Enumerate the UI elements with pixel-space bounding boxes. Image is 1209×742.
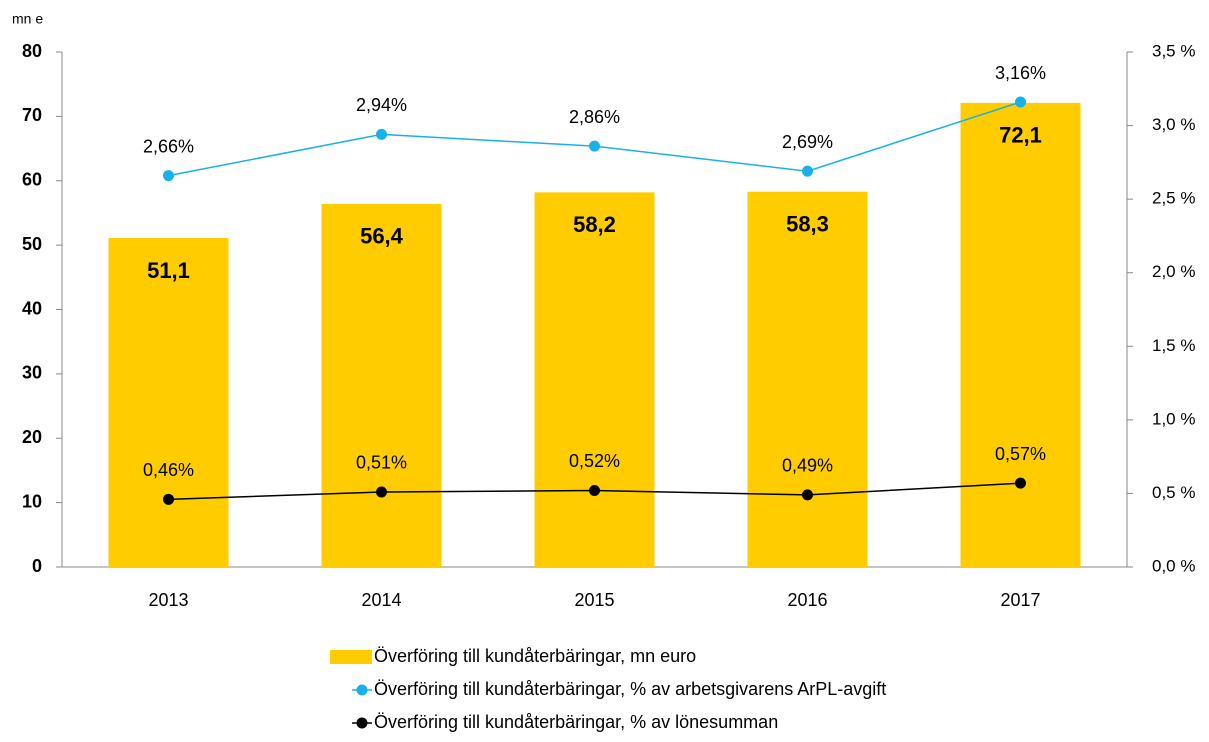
bar xyxy=(534,192,655,567)
legend-swatch xyxy=(356,717,368,729)
legend-swatch xyxy=(356,684,368,696)
legend-label: Överföring till kundåterbäringar, % av l… xyxy=(374,712,778,732)
line-point xyxy=(163,493,174,505)
bar xyxy=(960,102,1081,567)
line-point xyxy=(589,140,600,152)
line-point xyxy=(1015,96,1026,108)
line-point xyxy=(1015,477,1026,489)
y2-tick-label: 2,5 % xyxy=(1152,189,1195,208)
y2-tick-label: 3,5 % xyxy=(1152,41,1195,60)
line-value-label: 3,16% xyxy=(995,63,1046,83)
bar-value-label: 58,3 xyxy=(786,212,829,237)
y-tick-label: 10 xyxy=(22,491,42,511)
y2-tick-label: 2,0 % xyxy=(1152,262,1195,281)
y2-tick-label: 3,0 % xyxy=(1152,115,1195,134)
line-point xyxy=(802,165,813,177)
y-tick-label: 80 xyxy=(22,41,42,61)
legend-swatch xyxy=(330,650,372,664)
y-tick-label: 40 xyxy=(22,298,42,318)
bar-value-label: 58,2 xyxy=(573,212,616,237)
x-tick-label: 2015 xyxy=(574,590,614,610)
line-point xyxy=(589,484,600,496)
y-tick-label: 30 xyxy=(22,363,42,383)
bar-value-label: 56,4 xyxy=(360,224,404,249)
line-point xyxy=(376,486,387,498)
line-value-label: 2,69% xyxy=(782,132,833,152)
x-tick-label: 2014 xyxy=(361,590,401,610)
y-tick-label: 20 xyxy=(22,427,42,447)
y-axis-label: mn e xyxy=(12,11,43,27)
line-value-label: 0,51% xyxy=(356,453,407,473)
y2-tick-label: 0,0 % xyxy=(1152,556,1195,575)
y2-tick-label: 1,5 % xyxy=(1152,336,1195,355)
y2-tick-label: 0,5 % xyxy=(1152,483,1195,502)
line-point xyxy=(376,128,387,140)
line-value-label: 2,94% xyxy=(356,95,407,115)
bar-value-label: 51,1 xyxy=(147,258,190,283)
x-tick-label: 2016 xyxy=(787,590,827,610)
y-tick-label: 50 xyxy=(22,234,42,254)
bar xyxy=(108,238,229,567)
line-value-label: 0,52% xyxy=(569,451,620,471)
y2-tick-label: 1,0 % xyxy=(1152,409,1195,428)
x-tick-label: 2013 xyxy=(148,590,188,610)
y-tick-label: 60 xyxy=(22,170,42,190)
line-value-label: 0,46% xyxy=(143,460,194,480)
line-value-label: 0,49% xyxy=(782,456,833,476)
bar xyxy=(321,203,442,568)
y-tick-label: 70 xyxy=(22,105,42,125)
line-point xyxy=(163,170,174,182)
bar-value-label: 72,1 xyxy=(999,123,1042,148)
y-tick-label: 0 xyxy=(32,556,42,576)
bar xyxy=(747,191,868,567)
legend-label: Överföring till kundåterbäringar, mn eur… xyxy=(374,646,696,666)
line-value-label: 2,86% xyxy=(569,107,620,127)
line-value-label: 0,57% xyxy=(995,444,1046,464)
legend-label: Överföring till kundåterbäringar, % av a… xyxy=(374,679,886,699)
x-tick-label: 2017 xyxy=(1000,590,1040,610)
line-point xyxy=(802,489,813,501)
line-value-label: 2,66% xyxy=(143,136,194,156)
